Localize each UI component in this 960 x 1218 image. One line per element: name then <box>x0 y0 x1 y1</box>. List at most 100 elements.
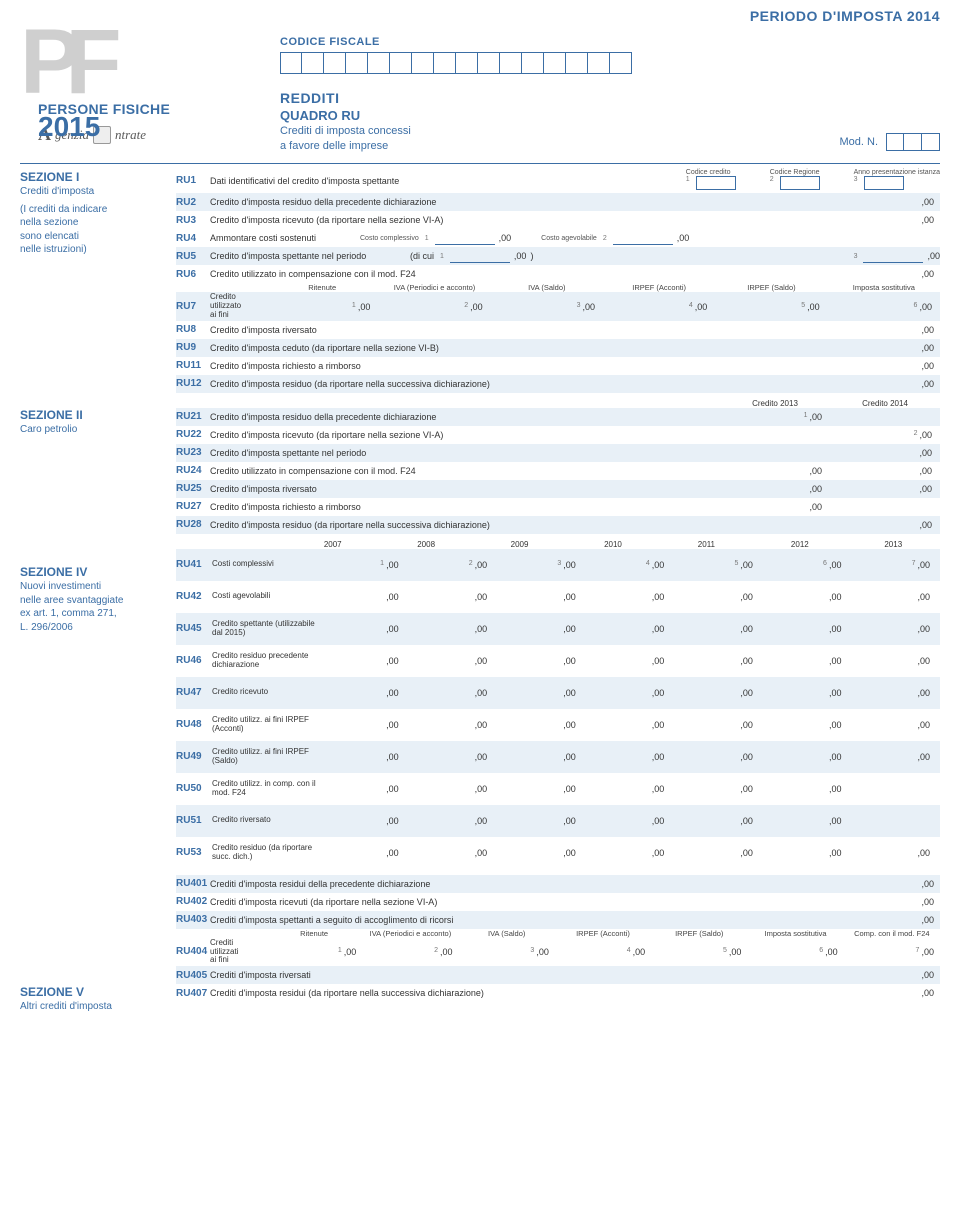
modn-box[interactable] <box>886 133 904 151</box>
sec4-cell[interactable]: 5,00 <box>674 560 763 570</box>
ru404-cell[interactable]: 7,00 <box>844 947 940 957</box>
ru404-cell[interactable]: 5,00 <box>651 947 747 957</box>
sec4-cell[interactable]: ,00 <box>763 592 852 602</box>
sec4-cell[interactable]: ,00 <box>409 720 498 730</box>
mod-n-boxes[interactable] <box>886 133 940 151</box>
ru404-cell[interactable]: 6,00 <box>747 947 843 957</box>
sec4-cell[interactable]: ,00 <box>586 624 675 634</box>
sec4-cell[interactable]: ,00 <box>497 624 586 634</box>
sec4-cell[interactable]: ,00 <box>586 848 675 858</box>
cf-box[interactable] <box>500 52 522 74</box>
sec4-cell[interactable]: 1,00 <box>320 560 409 570</box>
ru4-input-2[interactable] <box>613 231 673 245</box>
cf-box[interactable] <box>566 52 588 74</box>
cf-box[interactable] <box>280 52 302 74</box>
sec4-cell[interactable]: ,00 <box>320 848 409 858</box>
sec4-cell[interactable]: ,00 <box>320 688 409 698</box>
cf-box[interactable] <box>478 52 500 74</box>
sec4-cell[interactable]: ,00 <box>674 656 763 666</box>
sec4-cell[interactable]: ,00 <box>320 816 409 826</box>
sec4-cell[interactable]: ,00 <box>409 656 498 666</box>
sec4-cell[interactable]: ,00 <box>409 848 498 858</box>
cf-box[interactable] <box>434 52 456 74</box>
modn-box[interactable] <box>904 133 922 151</box>
cf-box[interactable] <box>324 52 346 74</box>
cf-box[interactable] <box>588 52 610 74</box>
sec4-cell[interactable]: ,00 <box>763 848 852 858</box>
ru7-cell[interactable]: 3,00 <box>491 302 603 312</box>
sec4-cell[interactable]: ,00 <box>851 656 940 666</box>
cf-box[interactable] <box>610 52 632 74</box>
ru7-cell[interactable]: 5,00 <box>715 302 827 312</box>
sec4-cell[interactable]: ,00 <box>497 592 586 602</box>
ru404-cell[interactable]: 3,00 <box>459 947 555 957</box>
sec4-cell[interactable]: ,00 <box>763 688 852 698</box>
sec4-cell[interactable]: ,00 <box>851 848 940 858</box>
sec4-cell[interactable]: ,00 <box>320 752 409 762</box>
sec4-cell[interactable]: ,00 <box>497 720 586 730</box>
sec4-cell[interactable]: ,00 <box>674 848 763 858</box>
sec4-cell[interactable]: ,00 <box>674 752 763 762</box>
ru404-cell[interactable]: 4,00 <box>555 947 651 957</box>
sec4-cell[interactable]: ,00 <box>763 784 852 794</box>
sec4-cell[interactable]: ,00 <box>586 656 675 666</box>
sec4-cell[interactable]: ,00 <box>409 784 498 794</box>
sec4-cell[interactable]: ,00 <box>674 688 763 698</box>
cf-box[interactable] <box>412 52 434 74</box>
sec4-cell[interactable]: ,00 <box>409 688 498 698</box>
ru1-input-3[interactable] <box>864 176 904 190</box>
sec4-cell[interactable]: ,00 <box>851 752 940 762</box>
cf-box[interactable] <box>456 52 478 74</box>
ru4-input-1[interactable] <box>435 231 495 245</box>
sec4-cell[interactable]: ,00 <box>586 688 675 698</box>
ru1-input-1[interactable] <box>696 176 736 190</box>
ru404-cell[interactable]: 2,00 <box>362 947 458 957</box>
cf-box[interactable] <box>522 52 544 74</box>
codice-fiscale-boxes[interactable] <box>280 52 940 74</box>
sec4-cell[interactable]: ,00 <box>763 720 852 730</box>
sec4-cell[interactable]: ,00 <box>763 816 852 826</box>
ru5-input-1[interactable] <box>450 249 510 263</box>
sec4-cell[interactable]: ,00 <box>409 816 498 826</box>
sec4-cell[interactable]: ,00 <box>851 688 940 698</box>
sec4-cell[interactable]: ,00 <box>586 720 675 730</box>
sec4-cell[interactable]: 2,00 <box>409 560 498 570</box>
sec4-cell[interactable]: ,00 <box>320 784 409 794</box>
ru7-cell[interactable]: 2,00 <box>378 302 490 312</box>
sec4-cell[interactable]: 6,00 <box>763 560 852 570</box>
sec4-cell[interactable]: ,00 <box>497 752 586 762</box>
sec4-cell[interactable]: ,00 <box>497 688 586 698</box>
sec4-cell[interactable]: ,00 <box>497 848 586 858</box>
sec4-cell[interactable]: ,00 <box>586 592 675 602</box>
sec4-cell[interactable]: ,00 <box>851 720 940 730</box>
sec4-cell[interactable]: ,00 <box>851 592 940 602</box>
sec4-cell[interactable]: 4,00 <box>586 560 675 570</box>
sec4-cell[interactable]: ,00 <box>497 816 586 826</box>
modn-box[interactable] <box>922 133 940 151</box>
sec4-cell[interactable]: ,00 <box>763 656 852 666</box>
cf-box[interactable] <box>346 52 368 74</box>
cf-box[interactable] <box>302 52 324 74</box>
sec4-cell[interactable]: ,00 <box>674 720 763 730</box>
ru5-input-3[interactable] <box>863 249 923 263</box>
ru404-cell[interactable]: 1,00 <box>266 947 362 957</box>
ru7-cell[interactable]: 6,00 <box>828 302 940 312</box>
sec4-cell[interactable]: ,00 <box>497 656 586 666</box>
cf-box[interactable] <box>368 52 390 74</box>
cf-box[interactable] <box>390 52 412 74</box>
sec4-cell[interactable]: ,00 <box>320 592 409 602</box>
sec4-cell[interactable]: ,00 <box>763 624 852 634</box>
sec4-cell[interactable]: ,00 <box>409 592 498 602</box>
ru7-cell[interactable]: 1,00 <box>266 302 378 312</box>
sec4-cell[interactable]: ,00 <box>674 784 763 794</box>
cf-box[interactable] <box>544 52 566 74</box>
sec4-cell[interactable]: ,00 <box>320 656 409 666</box>
sec4-cell[interactable]: ,00 <box>320 720 409 730</box>
sec4-cell[interactable]: 3,00 <box>497 560 586 570</box>
sec4-cell[interactable]: ,00 <box>320 624 409 634</box>
sec4-cell[interactable]: ,00 <box>409 624 498 634</box>
sec4-cell[interactable]: ,00 <box>674 592 763 602</box>
sec4-cell[interactable]: ,00 <box>586 816 675 826</box>
sec4-cell[interactable]: ,00 <box>586 784 675 794</box>
sec4-cell[interactable]: ,00 <box>586 752 675 762</box>
